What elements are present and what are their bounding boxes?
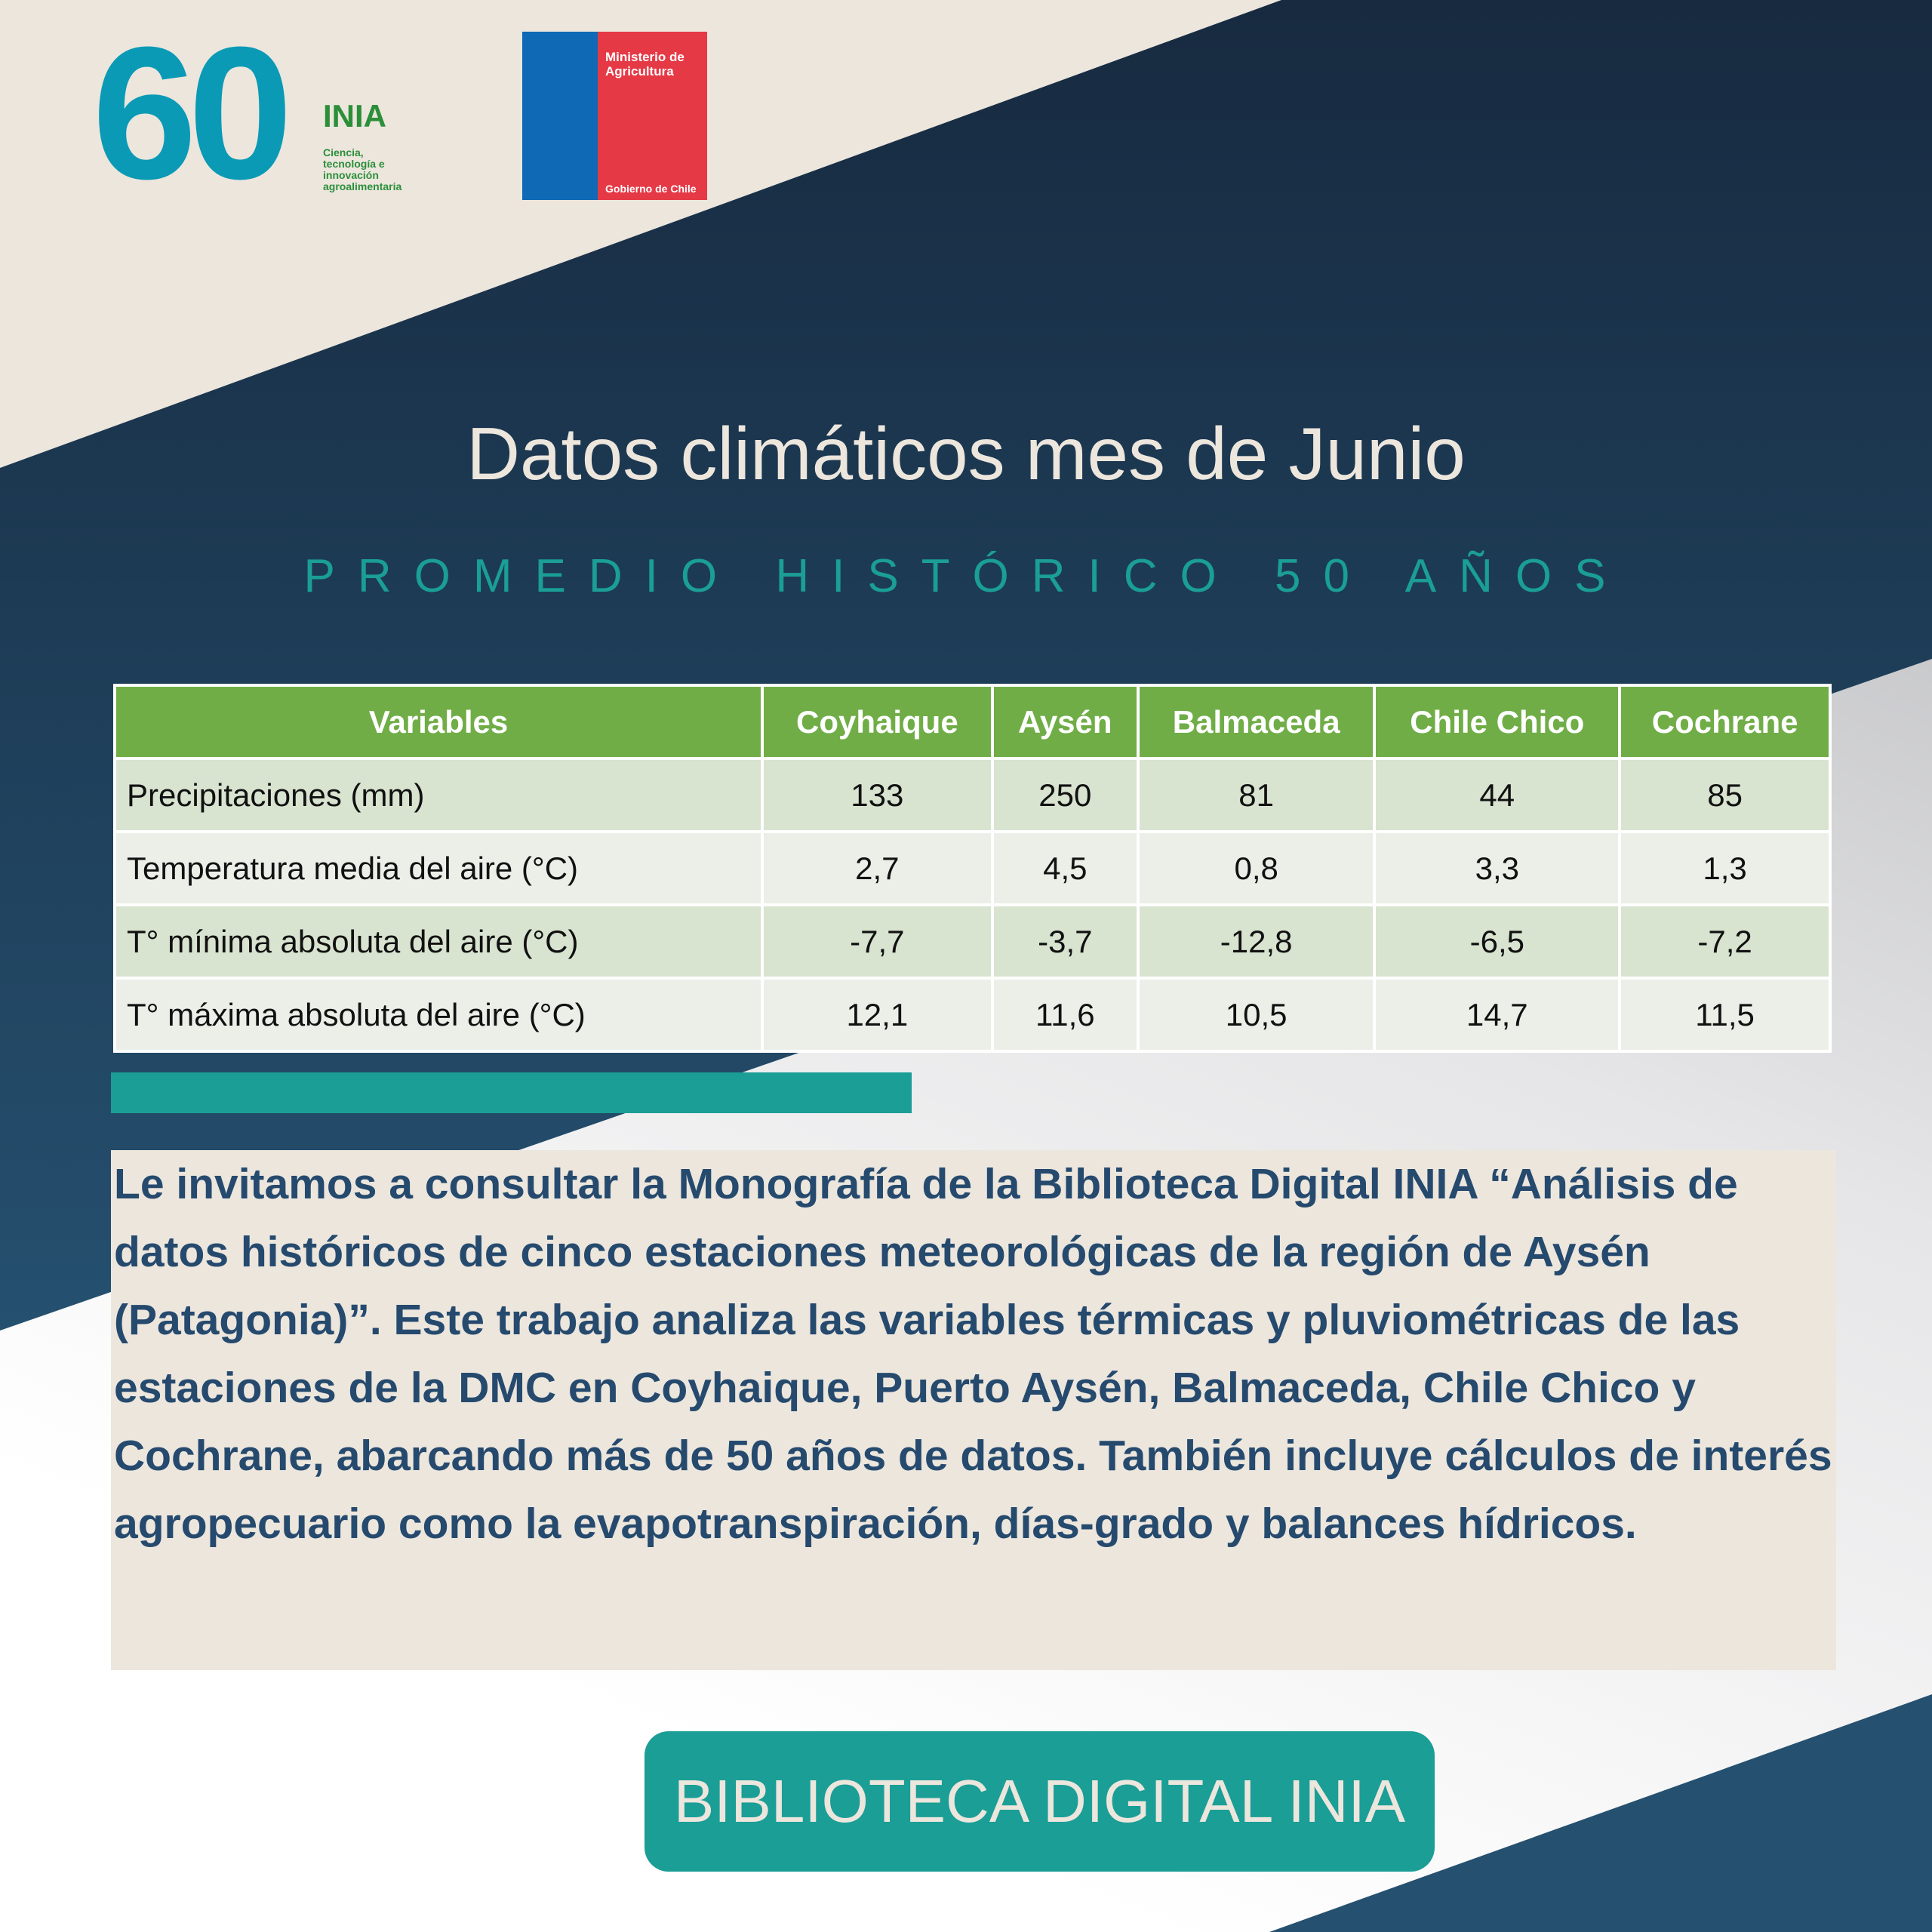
table-cell: -3,7 bbox=[990, 903, 1140, 980]
table-row: T° máxima absoluta del aire (°C) 12,1 11,6… bbox=[113, 977, 1832, 1053]
table-cell: -7,7 bbox=[761, 903, 994, 980]
library-button[interactable]: BIBLIOTECA DIGITAL INIA bbox=[645, 1731, 1435, 1872]
ministry-line: Agricultura bbox=[605, 64, 674, 78]
table-cell: 11,6 bbox=[990, 977, 1140, 1053]
column-header: Variables bbox=[113, 684, 764, 760]
title: Datos climáticos mes de Junio bbox=[466, 412, 1466, 495]
subtitle: PROMEDIO HISTÓRICO 50 AÑOS bbox=[303, 550, 1629, 602]
header-row: Variables Coyhaique Aysén Balmaceda Chile Ch… bbox=[113, 684, 1832, 760]
ministry-logo bbox=[522, 32, 707, 200]
inia-logo: INIA bbox=[323, 98, 386, 134]
table-cell: 250 bbox=[990, 757, 1140, 833]
ministry-line: Ministerio de bbox=[605, 50, 685, 64]
column-header: Chile Chico bbox=[1373, 684, 1622, 760]
table-cell: Temperatura media del aire (°C) bbox=[113, 830, 764, 906]
ministry-name: Ministerio de Agricultura bbox=[605, 50, 685, 78]
table-cell: 11,5 bbox=[1618, 977, 1832, 1053]
tagline-line: agroalimentaria bbox=[323, 180, 402, 192]
table-cell: 0,8 bbox=[1136, 830, 1377, 906]
government-label: Gobierno de Chile bbox=[605, 183, 697, 195]
table-cell: T° mínima absoluta del aire (°C) bbox=[113, 903, 764, 980]
tagline-line: innovación bbox=[323, 169, 379, 181]
table-row: Temperatura media del aire (°C) 2,7 4,5 0,8… bbox=[113, 830, 1832, 906]
table-cell: 81 bbox=[1136, 757, 1377, 833]
column-header: Balmaceda bbox=[1136, 684, 1377, 760]
table-row: T° mínima absoluta del aire (°C) -7,7 -3,7… bbox=[113, 903, 1832, 980]
table-cell: 2,7 bbox=[761, 830, 994, 906]
table-cell: 4,5 bbox=[990, 830, 1140, 906]
table-cell: -7,2 bbox=[1618, 903, 1832, 980]
table-cell: 133 bbox=[761, 757, 994, 833]
table-cell: -6,5 bbox=[1373, 903, 1622, 980]
tagline: Ciencia, tecnología e innovación agroali… bbox=[323, 147, 401, 192]
table-cell: 1,3 bbox=[1618, 830, 1832, 906]
anniversary-logo: 60 bbox=[92, 8, 293, 218]
column-header: Cochrane bbox=[1618, 684, 1832, 760]
table-cell: 14,7 bbox=[1373, 977, 1622, 1053]
navy-corner bbox=[1269, 1694, 1932, 1932]
tagline-line: Ciencia, bbox=[323, 146, 364, 158]
table-row: Precipitaciones (mm) 133 250 81 44 85 bbox=[113, 757, 1832, 833]
table-cell: 12,1 bbox=[761, 977, 994, 1053]
column-header: Aysén bbox=[990, 684, 1140, 760]
table-cell: Precipitaciones (mm) bbox=[113, 757, 764, 833]
body-text: Le invitamos a consultar la Monografía d… bbox=[111, 1150, 1836, 1670]
table-cell: T° máxima absoluta del aire (°C) bbox=[113, 977, 764, 1053]
table-cell: -12,8 bbox=[1136, 903, 1377, 980]
beige-corner bbox=[0, 0, 1932, 468]
table-cell: 44 bbox=[1373, 757, 1622, 833]
tagline-line: tecnología e bbox=[323, 158, 385, 170]
accent-bar bbox=[111, 1072, 912, 1113]
table-cell: 85 bbox=[1618, 757, 1832, 833]
table-cell: 10,5 bbox=[1136, 977, 1377, 1053]
column-header: Coyhaique bbox=[761, 684, 994, 760]
table-cell: 3,3 bbox=[1373, 830, 1622, 906]
climate-table: Variables Coyhaique Aysén Balmaceda Chile Ch… bbox=[113, 684, 1832, 1053]
